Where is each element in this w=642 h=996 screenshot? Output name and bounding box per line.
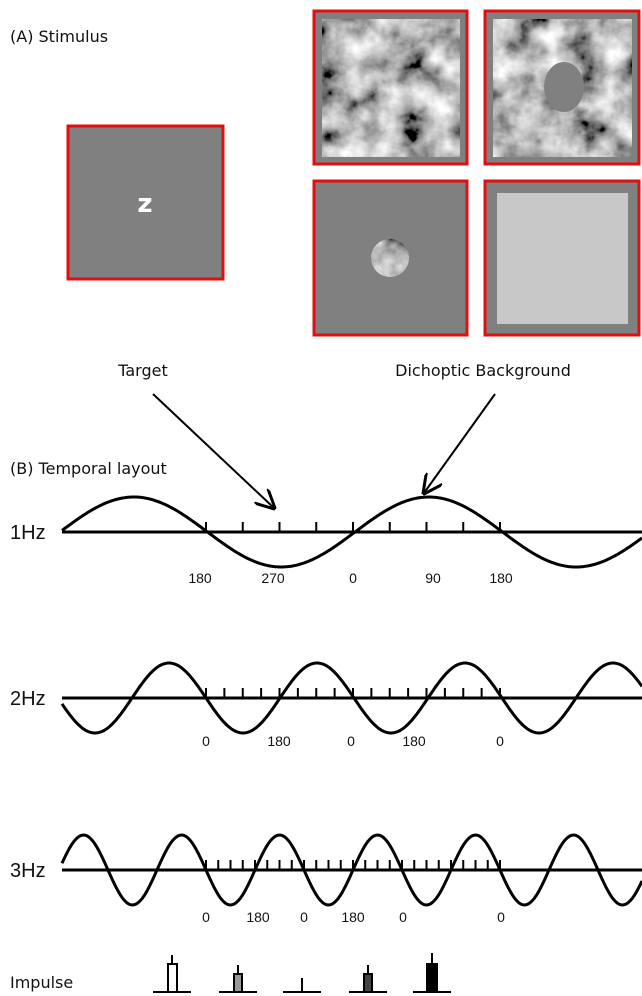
arrow <box>153 394 274 508</box>
phase-label: 270 <box>261 570 285 586</box>
phase-label: 0 <box>496 733 504 749</box>
phase-label: 0 <box>202 733 210 749</box>
frequency-label: 2Hz <box>10 688 46 710</box>
phase-label: 90 <box>425 570 441 586</box>
phase-label: 0 <box>347 733 355 749</box>
phase-label: 0 <box>349 570 357 586</box>
phase-label: 180 <box>341 909 365 925</box>
phase-label: 180 <box>246 909 270 925</box>
phase-label: 180 <box>402 733 426 749</box>
figure: (A) Stimulus z Target Dichoptic Backgrou… <box>0 0 642 996</box>
phase-label: 0 <box>300 909 308 925</box>
blank-frame <box>485 181 639 335</box>
arrow <box>424 394 495 493</box>
target-frame <box>314 181 467 335</box>
frequency-label: 1Hz <box>10 522 46 544</box>
phase-label: 0 <box>497 909 505 925</box>
panel-label: (A) Stimulus <box>10 27 108 46</box>
noise-frame-hole <box>485 11 639 164</box>
fixation-letter: z <box>137 189 152 219</box>
frequency-label: 3Hz <box>10 860 46 882</box>
impulse-icons <box>153 953 451 992</box>
impulse-label: Impulse <box>10 973 73 992</box>
panel-label: (B) Temporal layout <box>10 459 167 478</box>
phase-label: 0 <box>399 909 407 925</box>
phase-label: 0 <box>202 909 210 925</box>
phase-label: 180 <box>489 570 513 586</box>
background-label: Dichoptic Background <box>395 361 571 380</box>
noise-frame <box>314 11 467 164</box>
phase-label: 180 <box>188 570 212 586</box>
target-label: Target <box>117 361 168 380</box>
phase-label: 180 <box>267 733 291 749</box>
